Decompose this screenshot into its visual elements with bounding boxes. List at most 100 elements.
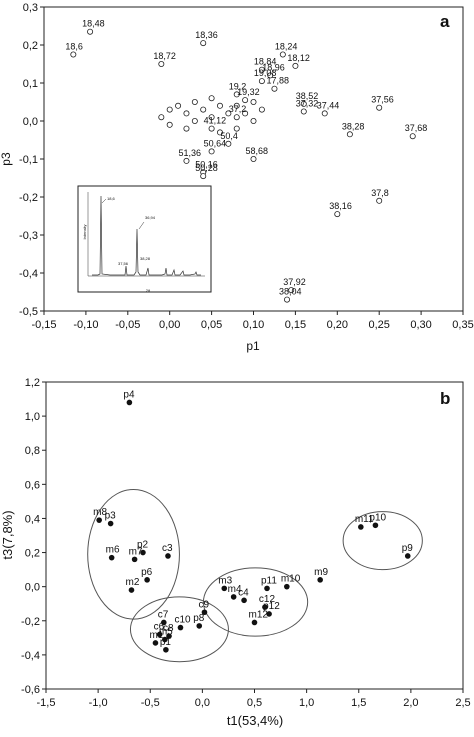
x-tick-label: -0,15 bbox=[31, 319, 56, 331]
point-label: 50,16 bbox=[195, 159, 218, 169]
cluster-ellipse bbox=[202, 567, 309, 637]
data-point bbox=[87, 28, 94, 35]
point-label: 37,56 bbox=[371, 95, 394, 105]
y-tick-label: -0,1 bbox=[19, 154, 38, 166]
data-point bbox=[376, 104, 383, 111]
point-label: 38,04 bbox=[279, 287, 302, 297]
data-point bbox=[201, 609, 208, 616]
point-label: 37,2 bbox=[229, 104, 247, 114]
cluster-point bbox=[200, 106, 207, 113]
data-point bbox=[96, 517, 102, 523]
x-tick-label: 0,25 bbox=[368, 319, 389, 331]
point-label: c10 bbox=[174, 615, 191, 626]
inset-arrow bbox=[101, 198, 107, 204]
x-tick-label: -0,5 bbox=[141, 697, 160, 709]
x-tick-label: -0,05 bbox=[115, 319, 140, 331]
y-tick-label: 0,1 bbox=[23, 78, 38, 90]
data-point bbox=[372, 522, 379, 529]
point-label: m6 bbox=[106, 545, 120, 556]
point-label: c12 bbox=[259, 594, 276, 605]
point-label: 18,48 bbox=[82, 19, 105, 29]
data-point bbox=[162, 636, 168, 643]
inset-y-label: Intensity bbox=[82, 225, 87, 240]
data-point bbox=[404, 553, 411, 559]
point-label: 38,52 bbox=[296, 91, 319, 101]
point-label: c8 bbox=[163, 623, 174, 634]
data-point bbox=[300, 100, 307, 107]
data-point bbox=[144, 577, 150, 583]
cluster-point bbox=[208, 95, 215, 102]
data-point bbox=[177, 624, 184, 631]
point-label: 37,44 bbox=[317, 100, 340, 110]
panel-b: b t1(53,4%) t3(7,8%) -1,5 -1,0 -0,5 0,0 0,5 1… bbox=[0, 377, 471, 728]
point-label: c3 bbox=[162, 543, 173, 554]
panel-a: a p1 p3 -0,15 -0,10 -0,05 0,00 0,05 0,10 0,15 0… bbox=[0, 2, 474, 353]
data-point bbox=[196, 623, 203, 629]
point-label: m1 bbox=[149, 630, 163, 641]
data-point bbox=[126, 399, 133, 406]
x-tick-label: 2,5 bbox=[455, 697, 470, 709]
cluster-point bbox=[250, 99, 257, 106]
panel-b-x-ticks: -1,5 -1,0 -0,5 0,0 0,5 1,0 1,5 2,0 2,5 bbox=[37, 689, 471, 709]
cluster-ellipse bbox=[87, 488, 180, 620]
cluster-point bbox=[258, 106, 265, 113]
x-tick-label: -1,0 bbox=[89, 697, 108, 709]
data-point bbox=[158, 61, 165, 68]
x-tick-label: 0,10 bbox=[243, 319, 264, 331]
data-point bbox=[250, 155, 257, 162]
x-tick-label: 0,15 bbox=[285, 319, 306, 331]
cluster-ellipse bbox=[342, 511, 423, 571]
y-tick-label: 0,3 bbox=[23, 2, 38, 14]
x-tick-label: 1,5 bbox=[351, 697, 366, 709]
data-point bbox=[284, 296, 291, 303]
point-label: p12 bbox=[263, 601, 280, 612]
point-label: 18,6 bbox=[65, 42, 83, 52]
panel-b-x-axis-label: t1(53,4%) bbox=[227, 713, 283, 728]
inset-xrd-pattern: Intensity 2θ 18,6 36,94 37,56 38,28 bbox=[77, 185, 212, 293]
x-tick-label: 0,20 bbox=[327, 319, 348, 331]
cluster-point bbox=[242, 110, 249, 117]
data-point bbox=[183, 157, 190, 164]
x-tick-label: 1,0 bbox=[299, 697, 314, 709]
point-label: c6 bbox=[154, 621, 165, 632]
data-point bbox=[262, 604, 268, 610]
data-point bbox=[258, 78, 265, 85]
x-tick-label: 0,0 bbox=[195, 697, 210, 709]
y-tick-label: 0,2 bbox=[25, 548, 40, 560]
point-label: 50,64 bbox=[204, 138, 227, 148]
y-tick-label: -0,5 bbox=[19, 306, 38, 318]
cluster-point bbox=[183, 125, 190, 132]
data-point bbox=[288, 287, 295, 294]
data-point bbox=[107, 520, 114, 527]
cluster-point bbox=[208, 114, 215, 121]
point-label: m7 bbox=[129, 546, 143, 557]
point-label: p4 bbox=[123, 389, 135, 400]
cluster-point bbox=[191, 99, 198, 106]
data-point bbox=[271, 85, 278, 92]
point-label: p8 bbox=[193, 613, 205, 624]
point-label: m4 bbox=[228, 584, 242, 595]
point-label: p9 bbox=[402, 543, 414, 554]
point-label: p6 bbox=[141, 567, 153, 578]
y-tick-label: -0,2 bbox=[21, 616, 40, 628]
point-label: 37,68 bbox=[405, 123, 428, 133]
x-tick-label: 0,5 bbox=[247, 697, 262, 709]
y-tick-label: 1,0 bbox=[25, 411, 40, 423]
data-point bbox=[346, 131, 353, 138]
panel-b-y-ticks: 1,2 1,0 0,8 0,6 0,4 0,2 0,0 -0,2 -0,4 -0,6 bbox=[21, 377, 46, 696]
data-point bbox=[300, 108, 307, 115]
cluster-point bbox=[225, 110, 232, 117]
panel-b-cluster-ellipses bbox=[87, 488, 423, 663]
point-label: p2 bbox=[137, 540, 149, 551]
point-label: 18,12 bbox=[287, 53, 310, 63]
point-label: p11 bbox=[261, 575, 277, 586]
data-point bbox=[279, 51, 286, 58]
point-label: m10 bbox=[281, 574, 301, 585]
data-point bbox=[317, 577, 323, 583]
y-tick-label: -0,4 bbox=[19, 268, 38, 280]
point-label: 19,08 bbox=[254, 68, 277, 78]
panel-a-y-axis-label: p3 bbox=[0, 152, 13, 166]
x-tick-label: 0,05 bbox=[201, 319, 222, 331]
panel-a-x-axis-label: p1 bbox=[246, 339, 260, 353]
